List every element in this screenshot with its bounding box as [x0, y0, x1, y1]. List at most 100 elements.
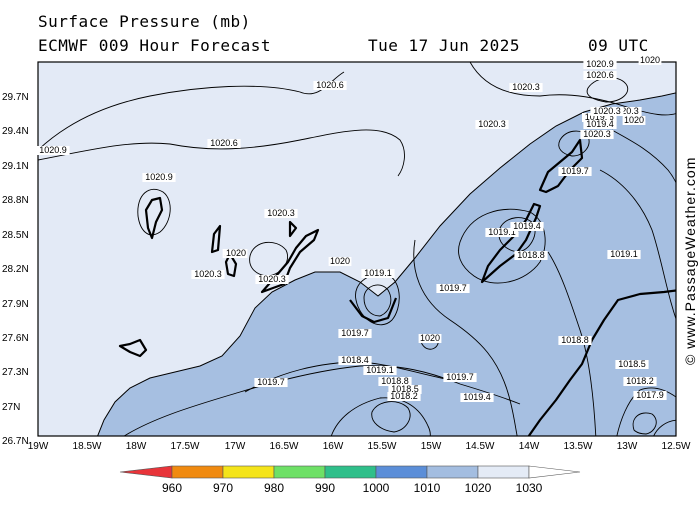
- isobar-label: 1020.3: [267, 208, 295, 218]
- lon-label: 15W: [421, 441, 442, 452]
- map-area: [38, 62, 676, 436]
- isobar-label: 1020: [226, 248, 246, 258]
- lon-label: 19W: [28, 441, 49, 452]
- lon-label: 16.5W: [270, 441, 299, 452]
- isobar-label-bg: [590, 107, 624, 116]
- lat-label: 27N: [2, 402, 20, 413]
- lat-label: 28.2N: [2, 264, 29, 275]
- isobar-label: 1020.9: [39, 145, 67, 155]
- colorbar-swatch: [375, 465, 428, 479]
- isobar-label: 1020: [624, 115, 644, 125]
- isobar-label: 1020.3: [583, 129, 611, 139]
- isobar-label-bg: [388, 385, 422, 394]
- isobar-label: 1018.5: [618, 359, 646, 369]
- model-run: ECMWF 009 Hour Forecast: [38, 36, 272, 55]
- isobar-label-bg: [387, 392, 421, 401]
- isobar-label: 1020.9: [586, 59, 614, 69]
- colorbar-high-cap: [528, 465, 581, 479]
- longitude-axis: 19W 18.5W 18W 17.5W 17W 16.5W 16W 15.5W 15W 14.5W…: [28, 441, 691, 452]
- colorbar-label: 990: [315, 481, 335, 495]
- lower-pressure-fill: [97, 92, 676, 436]
- lon-label: 13W: [617, 441, 638, 452]
- isobar-label: 1019.4: [463, 392, 491, 402]
- isobar-label-bg: [418, 334, 442, 343]
- isobar-label-bg: [509, 83, 543, 92]
- forecast-date: Tue 17 Jun 2025: [368, 36, 520, 55]
- isobar-label-bg: [443, 373, 477, 382]
- isobar-label-bg: [142, 173, 176, 182]
- isobar-label-bg: [264, 209, 298, 218]
- isobar-label: 1019.7: [561, 166, 589, 176]
- isobar-label: 1019.7: [257, 377, 285, 387]
- lon-label: 16W: [323, 441, 344, 452]
- isobar-label-bg: [558, 167, 592, 176]
- watermark: © www.PassageWeather.com: [682, 157, 698, 365]
- isobar-label: 1019.4: [586, 119, 614, 129]
- isobar-label: 1020.6: [586, 70, 614, 80]
- colorbar-label: 1030: [516, 481, 543, 495]
- lat-label: 28.8N: [2, 195, 29, 206]
- isobar-label: 1018.8: [561, 335, 589, 345]
- colorbar-swatch: [222, 465, 275, 479]
- isobar-label-bg: [638, 56, 662, 65]
- isobar-label-bg: [255, 275, 289, 284]
- isobar-label-bg: [254, 378, 288, 387]
- lon-label: 12.5W: [662, 441, 691, 452]
- isobar-label-bg: [436, 284, 470, 293]
- isobar-label: 1018.8: [517, 250, 545, 260]
- lat-label: 27.9N: [2, 299, 29, 310]
- colorbar-swatch: [273, 465, 326, 479]
- isobar-label-bg: [485, 228, 519, 237]
- lon-label: 18W: [126, 441, 147, 452]
- isobar-label-bg: [313, 81, 347, 90]
- isobar-label-bg: [608, 107, 642, 116]
- colorbar-label: 980: [264, 481, 284, 495]
- isobar-label: 1019.7: [439, 283, 467, 293]
- isobar-label: 1020.3: [593, 106, 621, 116]
- isobar-label: 1019.1: [610, 249, 638, 259]
- coastlines: [118, 138, 676, 436]
- colorbar-label: 1000: [363, 481, 390, 495]
- isobar-label: 1020.3: [512, 82, 540, 92]
- lat-label: 26.7N: [2, 436, 29, 447]
- isobar-label-bg: [475, 120, 509, 129]
- isobar-label-bg: [583, 60, 617, 69]
- latitude-axis: 29.7N 29.4N 29.1N 28.8N 28.5N 28.2N 27.9N 27.6N…: [2, 92, 29, 447]
- isobar-label-bg: [622, 116, 646, 125]
- isobar-label-bg: [338, 356, 372, 365]
- map-title: Surface Pressure (mb): [38, 12, 251, 31]
- isobar-label: 1020.3: [194, 269, 222, 279]
- isobar-label: 1019.4: [513, 221, 541, 231]
- isobar-label: 1019.7: [341, 328, 369, 338]
- lat-label: 27.3N: [2, 367, 29, 378]
- isobar-label: 1020.9: [145, 172, 173, 182]
- colorbar-label: 1010: [414, 481, 441, 495]
- colorbar-swatch: [324, 465, 377, 479]
- isobar-label-bg: [361, 269, 395, 278]
- isobar-label-bg: [224, 249, 248, 258]
- colorbar-swatch: [426, 465, 479, 479]
- isobar-label: 1018.2: [390, 391, 418, 401]
- isobar-label: 1018.5: [391, 384, 419, 394]
- map-frame: [37, 61, 677, 437]
- isobar-label: 1019.: [585, 112, 608, 122]
- isobar-label: 1019.1: [364, 268, 392, 278]
- isobar-label: 1018.4: [341, 355, 369, 365]
- isobar-label-bg: [583, 120, 617, 129]
- isobar-label: 1020: [420, 333, 440, 343]
- isobar-label: 1020.3: [611, 106, 639, 116]
- colorbar-label: 1020: [465, 481, 492, 495]
- isobar-label: 1019.1: [366, 365, 394, 375]
- isobar-label: 1019.7: [446, 372, 474, 382]
- isobar-label-bg: [580, 130, 614, 139]
- lon-label: 17W: [225, 441, 246, 452]
- isobar-label: 1020.3: [478, 119, 506, 129]
- isobar-label-bg: [615, 360, 649, 369]
- isobar-label: 1020.3: [258, 274, 286, 284]
- isobar-label-bg: [633, 391, 667, 400]
- lon-label: 13.5W: [564, 441, 593, 452]
- isobar-label-bg: [328, 257, 352, 266]
- colorbar-label: 970: [213, 481, 233, 495]
- isobar-label: 1020.6: [210, 138, 238, 148]
